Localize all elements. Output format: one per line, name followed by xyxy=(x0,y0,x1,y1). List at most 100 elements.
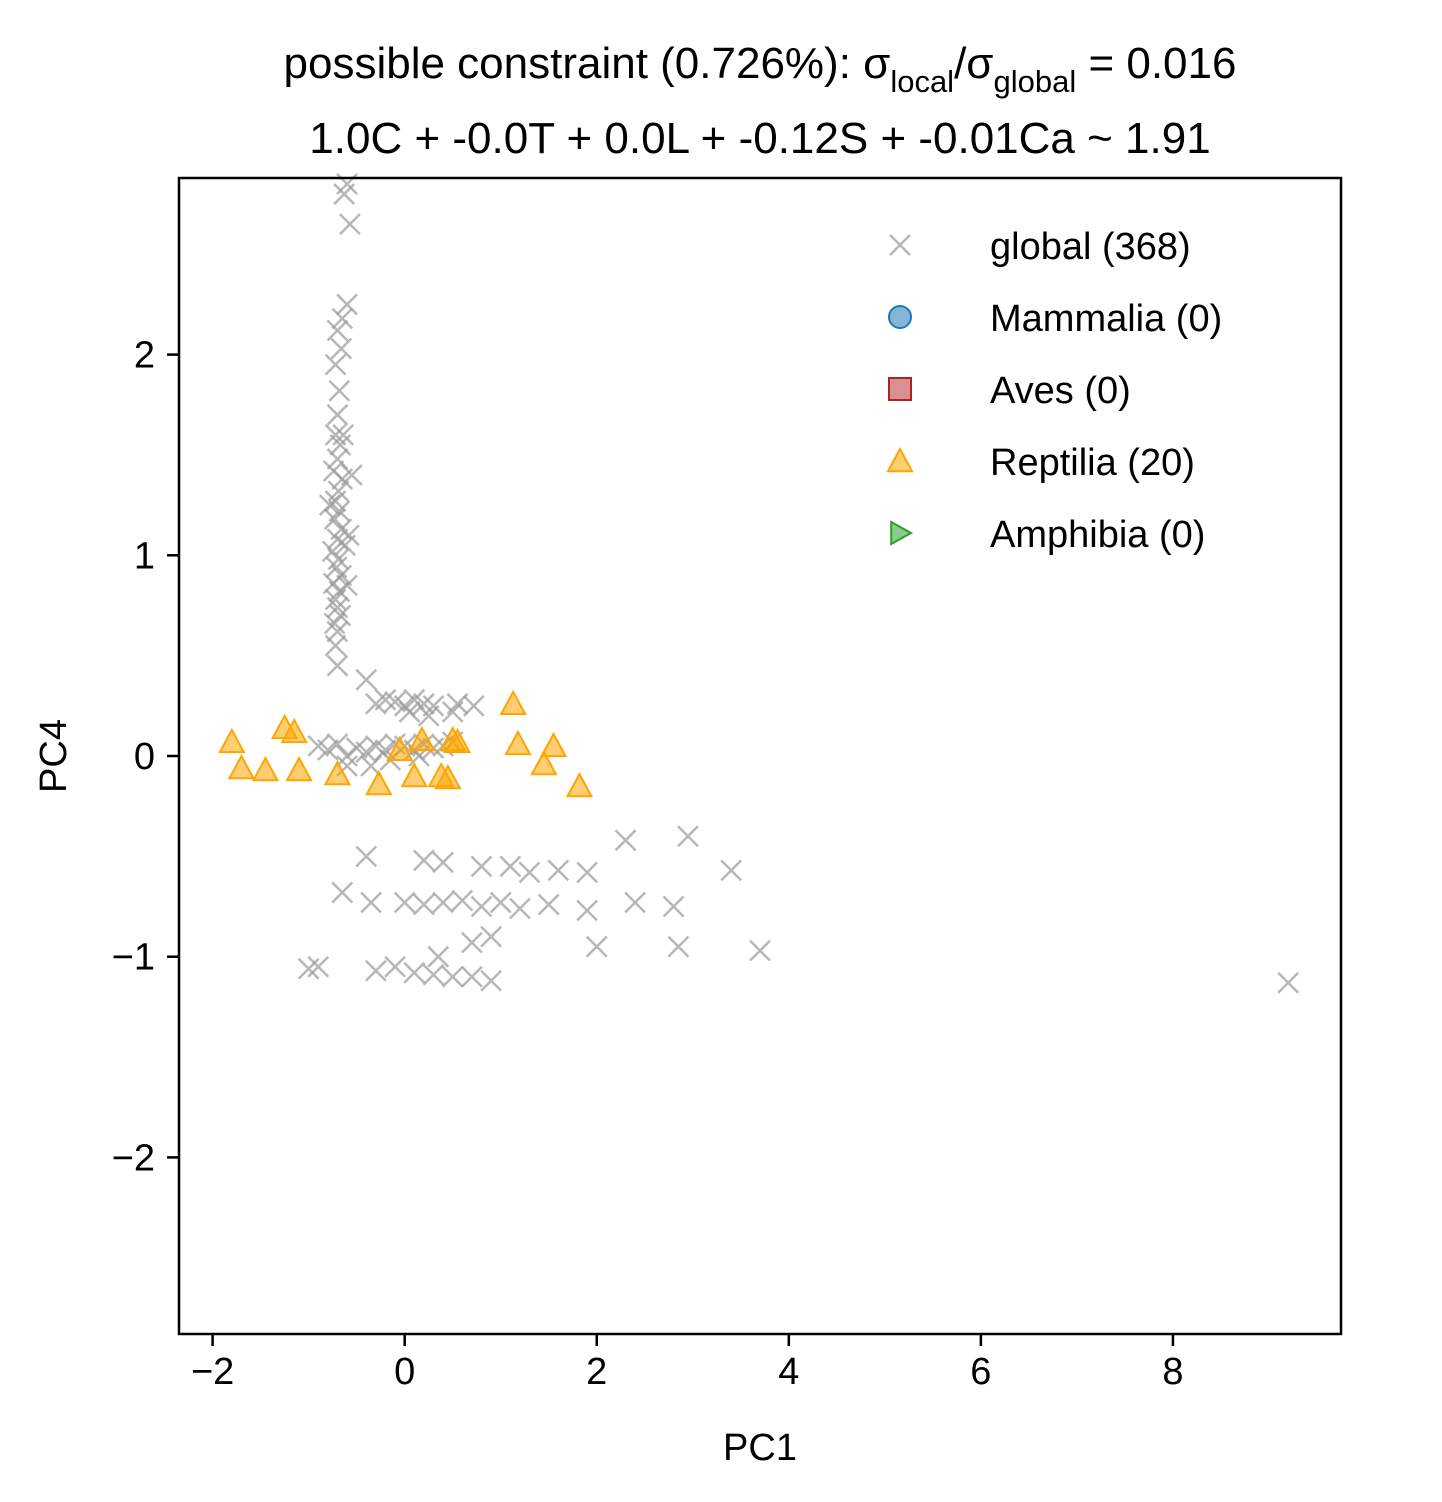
chart-title-line2: 1.0C + -0.0T + 0.0L + -0.12S + -0.01Ca ~… xyxy=(309,114,1210,163)
y-tick-label: 0 xyxy=(134,736,155,778)
global-point-77 xyxy=(518,861,541,884)
x-tick-label: 2 xyxy=(586,1351,607,1393)
y-tick-label: −2 xyxy=(112,1137,155,1179)
reptilia-point-2 xyxy=(251,755,280,782)
reptilia-point-10 xyxy=(400,761,428,788)
global-point-73 xyxy=(413,849,435,872)
global-point-104 xyxy=(384,955,406,978)
global-point-107 xyxy=(441,965,464,988)
global-point-106 xyxy=(422,963,445,986)
global-point-94 xyxy=(624,891,647,914)
y-tick-label: 2 xyxy=(134,335,155,377)
legend-label: Reptilia (20) xyxy=(990,442,1195,484)
y-axis-label: PC4 xyxy=(33,719,75,793)
title-subscript-local: local xyxy=(890,64,954,99)
global-point-78 xyxy=(547,859,570,882)
axes: −2 0 2 4 6 8 −2 −1 0 1 2 xyxy=(112,335,1184,1393)
global-point-7 xyxy=(324,353,347,376)
global-point-34 xyxy=(326,654,349,677)
reptilia-point-6 xyxy=(323,759,352,786)
reptilia-point-12 xyxy=(434,763,462,790)
global-point-102 xyxy=(307,955,330,978)
reptilia-point-9 xyxy=(408,725,436,752)
legend-label: Amphibia (0) xyxy=(990,514,1205,556)
global-point-97 xyxy=(480,925,502,948)
global-point-110 xyxy=(427,945,450,968)
global-point-72 xyxy=(355,845,378,868)
title-subscript-global: global xyxy=(993,64,1076,99)
reptilia-point-0 xyxy=(218,727,246,754)
legend-marker-triangle-right xyxy=(890,520,914,546)
plot-points xyxy=(218,173,1300,994)
legend-marker-square xyxy=(888,377,912,401)
global-point-84 xyxy=(360,891,382,914)
x-tick-label: 8 xyxy=(1162,1351,1183,1393)
x-axis-label: PC1 xyxy=(723,1427,797,1469)
x-tick-label: −2 xyxy=(191,1351,234,1393)
global-point-67 xyxy=(336,745,358,767)
reptilia-point-17 xyxy=(530,749,558,776)
chart-title-line1: possible constraint (0.726%): σlocal/σgl… xyxy=(284,39,1237,99)
global-point-87 xyxy=(432,891,454,914)
reptilia-point-4 xyxy=(280,717,308,744)
global-point-6 xyxy=(330,337,353,360)
global-point-37 xyxy=(336,574,358,597)
global-point-4 xyxy=(331,307,354,330)
legend: global (368) Mammalia (0) Aves (0) Reptilia… xyxy=(886,226,1222,556)
title-suffix: = 0.016 xyxy=(1076,39,1236,88)
y-tick-label: −1 xyxy=(112,937,155,979)
global-point-90 xyxy=(489,891,512,914)
title-mid: /σ xyxy=(954,39,993,88)
global-point-79 xyxy=(576,861,599,884)
global-point-5 xyxy=(326,319,349,342)
x-tick-label: 4 xyxy=(778,1351,799,1393)
global-point-109 xyxy=(480,969,502,992)
global-point-80 xyxy=(614,829,637,852)
global-point-55 xyxy=(326,733,349,755)
global-point-31 xyxy=(323,612,346,635)
global-point-52 xyxy=(417,704,440,727)
reptilia-point-14 xyxy=(443,727,472,754)
global-point-103 xyxy=(364,959,387,982)
global-point-9 xyxy=(326,403,349,426)
reptilia-point-5 xyxy=(285,755,313,782)
global-point-49 xyxy=(462,694,485,717)
reptilia-point-7 xyxy=(365,769,393,796)
reptilia-point-19 xyxy=(565,772,594,798)
global-point-100 xyxy=(749,939,771,962)
legend-marker-x xyxy=(889,234,911,256)
legend-marker-circle xyxy=(888,305,912,329)
y-tick-label: 1 xyxy=(134,535,155,577)
global-point-86 xyxy=(413,893,435,916)
global-point-105 xyxy=(403,961,426,984)
global-point-75 xyxy=(470,855,493,878)
global-point-32 xyxy=(326,620,349,643)
global-point-36 xyxy=(338,524,360,547)
legend-label: Aves (0) xyxy=(990,370,1131,412)
global-point-50 xyxy=(364,692,387,715)
reptilia-point-1 xyxy=(227,753,256,780)
legend-marker-triangle-up xyxy=(886,446,914,473)
legend-label: global (368) xyxy=(990,226,1191,268)
reptilia-point-16 xyxy=(504,729,532,756)
global-point-96 xyxy=(461,931,483,954)
global-point-92 xyxy=(537,893,560,916)
plot-frame xyxy=(177,176,1343,1336)
title-prefix: possible constraint (0.726%): σ xyxy=(284,39,891,88)
legend-label: Mammalia (0) xyxy=(990,298,1222,340)
global-point-54 xyxy=(316,739,339,761)
global-point-82 xyxy=(720,859,743,882)
global-point-1 xyxy=(333,183,356,205)
global-point-88 xyxy=(451,889,474,912)
global-point-57 xyxy=(355,741,378,763)
reptilia-point-8 xyxy=(386,735,414,762)
global-point-28 xyxy=(324,588,347,611)
global-point-98 xyxy=(585,935,608,958)
reptilia-point-18 xyxy=(539,731,568,758)
x-tick-label: 6 xyxy=(970,1351,991,1393)
global-point-85 xyxy=(393,891,416,914)
global-point-3 xyxy=(336,293,358,316)
global-point-89 xyxy=(470,895,493,918)
global-point-38 xyxy=(318,494,341,517)
